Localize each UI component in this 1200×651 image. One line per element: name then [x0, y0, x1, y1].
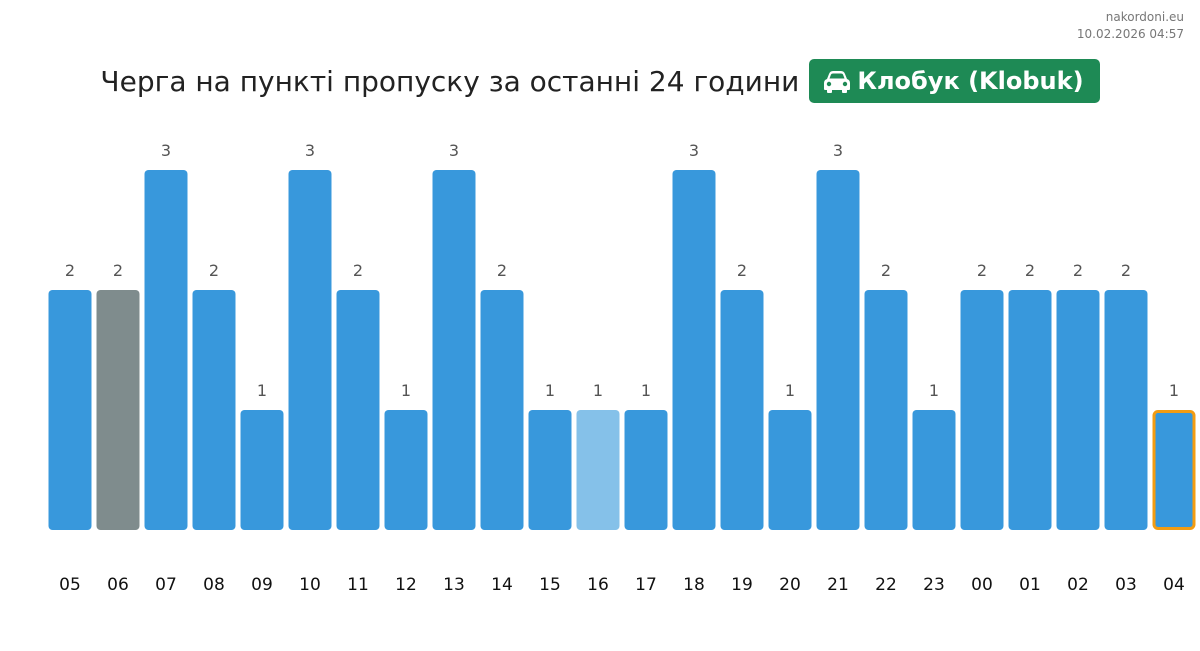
bar-15 — [528, 410, 572, 530]
value-label-07: 3 — [161, 141, 171, 160]
x-tick-label-01: 01 — [1019, 575, 1041, 595]
title-row: Черга на пункті пропуску за останні 24 г… — [0, 58, 1200, 104]
x-tick-label-21: 21 — [827, 575, 849, 595]
x-tick-label-03: 03 — [1115, 575, 1137, 595]
x-tick-label-11: 11 — [347, 575, 369, 595]
value-label-00: 2 — [977, 261, 987, 280]
bar-00 — [960, 290, 1004, 530]
checkpoint-badge: Клобук (Klobuk) — [809, 59, 1100, 103]
bar-20 — [768, 410, 812, 530]
bar-14 — [480, 290, 524, 530]
value-label-08: 2 — [209, 261, 219, 280]
bar-17 — [624, 410, 668, 530]
x-tick-label-12: 12 — [395, 575, 417, 595]
value-label-12: 1 — [401, 381, 411, 400]
x-tick-label-00: 00 — [971, 575, 993, 595]
value-label-18: 3 — [689, 141, 699, 160]
bar-06 — [96, 290, 140, 530]
value-label-02: 2 — [1073, 261, 1083, 280]
value-label-13: 3 — [449, 141, 459, 160]
bar-23 — [912, 410, 956, 530]
value-label-03: 2 — [1121, 261, 1131, 280]
bar-07 — [144, 170, 188, 530]
value-label-09: 1 — [257, 381, 267, 400]
bar-11 — [336, 290, 380, 530]
value-label-22: 2 — [881, 261, 891, 280]
x-tick-label-10: 10 — [299, 575, 321, 595]
bar-04 — [1152, 410, 1196, 530]
site-name: nakordoni.eu — [1105, 10, 1184, 24]
x-tick-label-07: 07 — [155, 575, 177, 595]
value-label-23: 1 — [929, 381, 939, 400]
bar-12 — [384, 410, 428, 530]
x-tick-label-06: 06 — [107, 575, 129, 595]
value-label-04: 1 — [1169, 381, 1179, 400]
x-tick-label-09: 09 — [251, 575, 273, 595]
x-tick-label-23: 23 — [923, 575, 945, 595]
x-tick-label-05: 05 — [59, 575, 81, 595]
bar-13 — [432, 170, 476, 530]
x-tick-label-22: 22 — [875, 575, 897, 595]
bar-02 — [1056, 290, 1100, 530]
x-tick-label-13: 13 — [443, 575, 465, 595]
car-icon — [824, 71, 851, 93]
value-label-19: 2 — [737, 261, 747, 280]
value-label-06: 2 — [113, 261, 123, 280]
x-tick-label-15: 15 — [539, 575, 561, 595]
x-tick-label-17: 17 — [635, 575, 657, 595]
value-label-17: 1 — [641, 381, 651, 400]
bar-21 — [816, 170, 860, 530]
x-tick-label-16: 16 — [587, 575, 609, 595]
bar-16 — [576, 410, 620, 530]
value-label-01: 2 — [1025, 261, 1035, 280]
value-label-14: 2 — [497, 261, 507, 280]
x-tick-label-19: 19 — [731, 575, 753, 595]
x-tick-label-20: 20 — [779, 575, 801, 595]
x-tick-label-04: 04 — [1163, 575, 1185, 595]
value-label-15: 1 — [545, 381, 555, 400]
timestamp: 10.02.2026 04:57 — [1076, 27, 1184, 41]
bar-09 — [240, 410, 284, 530]
value-label-10: 3 — [305, 141, 315, 160]
value-label-20: 1 — [785, 381, 795, 400]
value-label-05: 2 — [65, 261, 75, 280]
x-tick-label-14: 14 — [491, 575, 513, 595]
watermark: nakordoni.eu 10.02.2026 04:57 — [1077, 9, 1184, 43]
value-label-21: 3 — [833, 141, 843, 160]
bar-10 — [288, 170, 332, 530]
bar-01 — [1008, 290, 1052, 530]
value-label-16: 1 — [593, 381, 603, 400]
x-tick-label-18: 18 — [683, 575, 705, 595]
value-label-11: 2 — [353, 261, 363, 280]
chart-title: Черга на пункті пропуску за останні 24 г… — [100, 64, 800, 98]
bar-08 — [192, 290, 236, 530]
checkpoint-name: Клобук (Klobuk) — [857, 67, 1084, 95]
bar-19 — [720, 290, 764, 530]
bar-18 — [672, 170, 716, 530]
x-tick-label-02: 02 — [1067, 575, 1089, 595]
x-tick-label-08: 08 — [203, 575, 225, 595]
bar-05 — [48, 290, 92, 530]
bar-22 — [864, 290, 908, 530]
bar-03 — [1104, 290, 1148, 530]
